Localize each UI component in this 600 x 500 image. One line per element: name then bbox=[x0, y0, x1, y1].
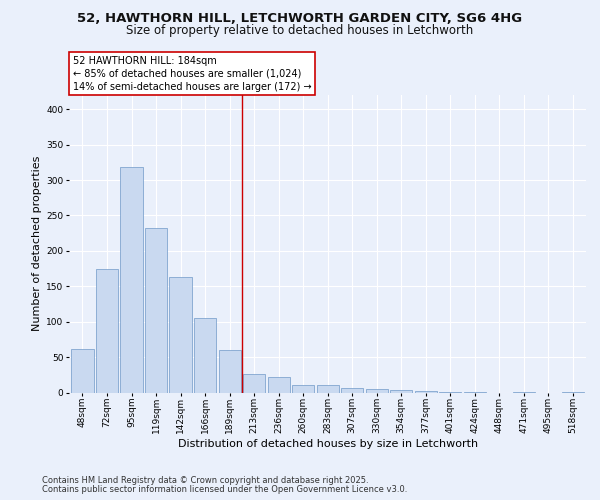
Bar bbox=[365, 389, 388, 392]
Text: Size of property relative to detached houses in Letchworth: Size of property relative to detached ho… bbox=[127, 24, 473, 37]
Bar bbox=[218, 350, 241, 393]
Bar bbox=[145, 228, 167, 392]
Bar bbox=[390, 390, 412, 392]
Bar bbox=[317, 384, 338, 392]
Bar bbox=[268, 377, 290, 392]
Text: Contains public sector information licensed under the Open Government Licence v3: Contains public sector information licen… bbox=[42, 485, 407, 494]
Y-axis label: Number of detached properties: Number of detached properties bbox=[32, 156, 42, 332]
Text: Contains HM Land Registry data © Crown copyright and database right 2025.: Contains HM Land Registry data © Crown c… bbox=[42, 476, 368, 485]
Text: 52 HAWTHORN HILL: 184sqm
← 85% of detached houses are smaller (1,024)
14% of sem: 52 HAWTHORN HILL: 184sqm ← 85% of detach… bbox=[73, 56, 311, 92]
Bar bbox=[415, 391, 437, 392]
Bar bbox=[71, 348, 94, 393]
Bar bbox=[121, 167, 143, 392]
Bar bbox=[341, 388, 363, 392]
Bar bbox=[169, 277, 191, 392]
Bar bbox=[292, 386, 314, 392]
Bar bbox=[194, 318, 216, 392]
Bar bbox=[243, 374, 265, 392]
X-axis label: Distribution of detached houses by size in Letchworth: Distribution of detached houses by size … bbox=[178, 438, 478, 448]
Text: 52, HAWTHORN HILL, LETCHWORTH GARDEN CITY, SG6 4HG: 52, HAWTHORN HILL, LETCHWORTH GARDEN CIT… bbox=[77, 12, 523, 26]
Bar bbox=[96, 268, 118, 392]
